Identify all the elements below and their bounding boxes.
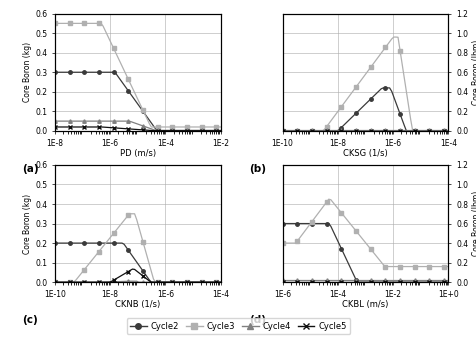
Text: (c): (c) — [22, 315, 38, 325]
Text: (a): (a) — [22, 164, 38, 174]
Y-axis label: Core Boron (lbm): Core Boron (lbm) — [471, 40, 476, 105]
X-axis label: CKBL (m/s): CKBL (m/s) — [342, 300, 388, 309]
X-axis label: PD (m/s): PD (m/s) — [119, 149, 156, 158]
X-axis label: CKSG (1/s): CKSG (1/s) — [342, 149, 387, 158]
Y-axis label: Core Boron (lbm): Core Boron (lbm) — [471, 191, 476, 256]
Y-axis label: Core Boron (kg): Core Boron (kg) — [23, 42, 32, 102]
X-axis label: CKNB (1/s): CKNB (1/s) — [115, 300, 160, 309]
Y-axis label: Core Boron (kg): Core Boron (kg) — [23, 193, 32, 254]
Text: (b): (b) — [249, 164, 266, 174]
Text: (d): (d) — [249, 315, 266, 325]
Legend: Cycle2, Cycle3, Cycle4, Cycle5: Cycle2, Cycle3, Cycle4, Cycle5 — [127, 319, 349, 334]
